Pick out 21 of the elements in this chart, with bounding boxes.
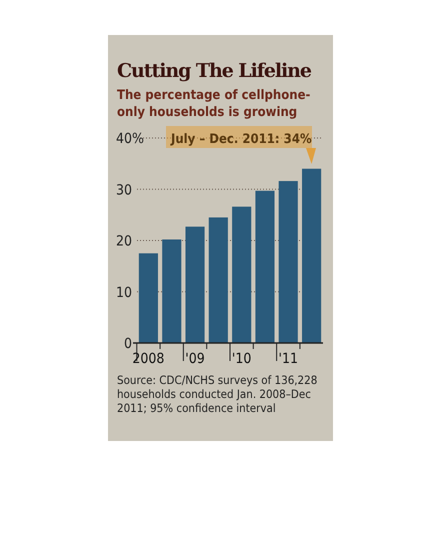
x-tick-label: '11 <box>278 351 298 367</box>
bar <box>162 239 182 343</box>
y-tick-label: 0 <box>124 336 132 352</box>
bar <box>255 190 275 343</box>
y-tick-label: 20 <box>116 234 132 250</box>
annotation: July – Dec. 2011: 34% <box>170 132 312 147</box>
x-tick-label: '09 <box>185 351 205 367</box>
bar <box>185 226 205 343</box>
x-tick-label: '10 <box>232 351 252 367</box>
bar <box>138 253 158 343</box>
chart-title: Cutting The Lifeline <box>117 60 312 82</box>
chart-subtitle: The percentage of cellphone-only households is growing <box>117 88 311 120</box>
bar <box>302 168 322 343</box>
x-tick-label: 2008 <box>132 351 164 367</box>
bar <box>232 206 252 343</box>
y-tick-label: 40% <box>116 131 144 147</box>
source-note: Source: CDC/NCHS surveys of 136,228 households conducted Jan. 2008–Dec 2011; 95% confidence interval <box>117 373 318 415</box>
bar <box>278 181 298 343</box>
y-tick-label: 10 <box>116 284 132 301</box>
bar <box>208 217 228 343</box>
y-tick-label: 30 <box>116 182 132 198</box>
